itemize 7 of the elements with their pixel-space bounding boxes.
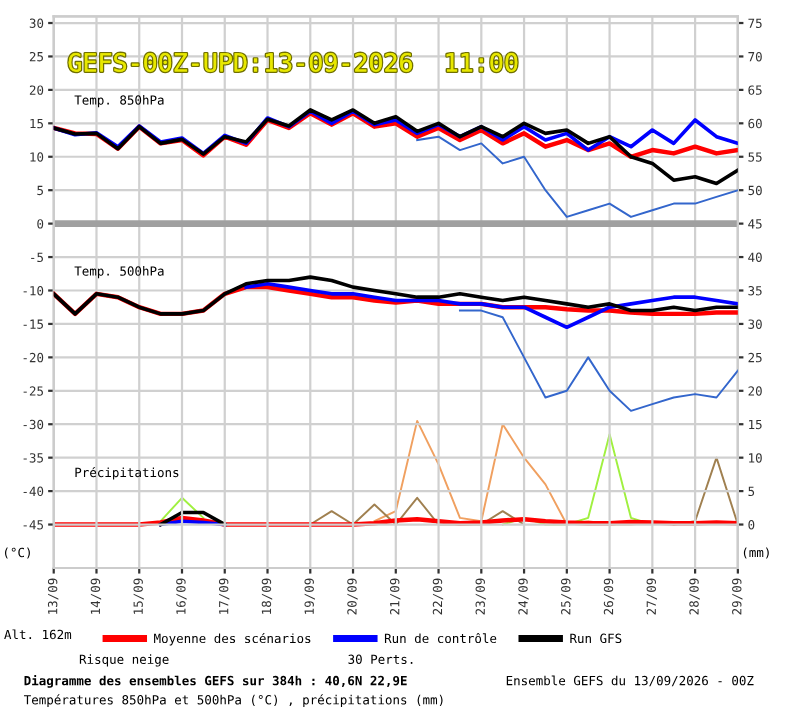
- line-series: [53, 275, 738, 316]
- line-series: [53, 284, 738, 317]
- line-series: [458, 309, 738, 412]
- line-series: [53, 108, 738, 186]
- text: GEFS-00Z-UPD:13-09-2026 11:00: [68, 52, 518, 72]
- line-series: [244, 282, 738, 330]
- line-series: [416, 135, 738, 218]
